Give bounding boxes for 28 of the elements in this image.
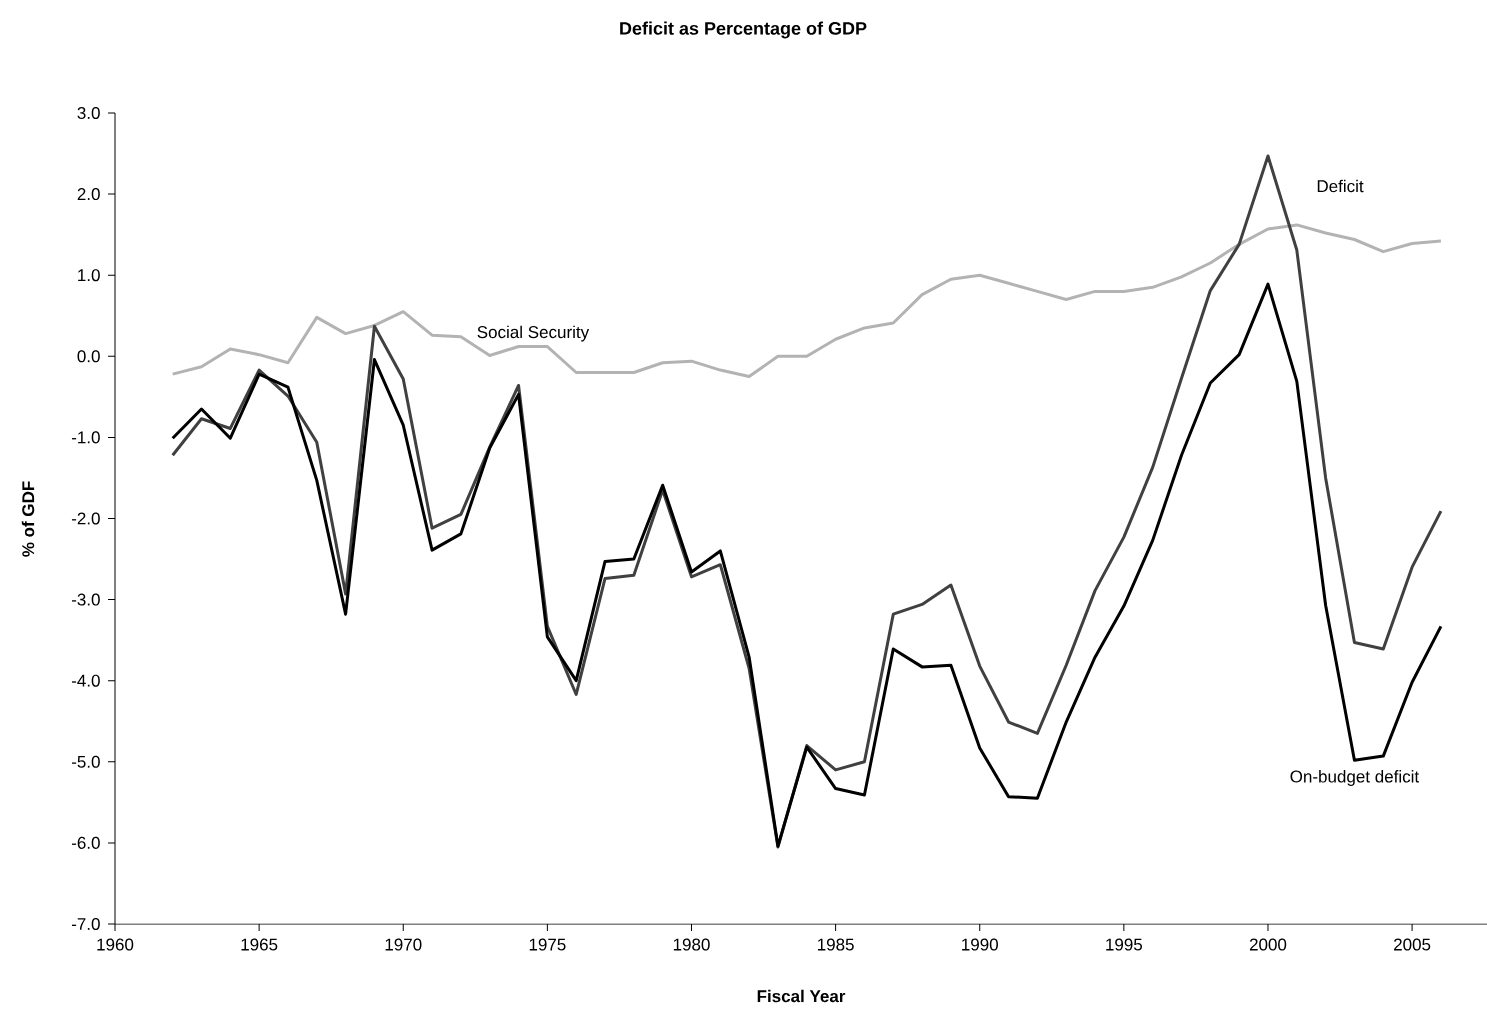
chart-title: Deficit as Percentage of GDP	[620, 21, 867, 39]
y-tick-label: -5.0	[71, 755, 100, 768]
x-axis-title: Fiscal Year	[757, 989, 846, 1003]
x-tick-label: 1980	[673, 938, 710, 951]
x-tick-label: 1960	[97, 938, 134, 951]
series-label: Social Security	[477, 325, 590, 342]
x-tick-label: 2000	[1249, 938, 1287, 951]
x-tick-label: 1965	[241, 938, 278, 951]
x-tick-label: 1985	[818, 938, 854, 951]
y-tick-label: 1.0	[78, 269, 100, 282]
text: Deficit	[1317, 179, 1364, 193]
y-tick-label: -2.0	[71, 512, 100, 525]
y-tick-label: -7.0	[71, 917, 100, 931]
x-tick-label: 1970	[385, 938, 422, 951]
line-series	[171, 282, 1443, 848]
y-tick-label: 2.0	[77, 188, 100, 201]
x-tick-label: 2005	[1394, 938, 1431, 951]
y-tick-label: -1.0	[71, 431, 100, 444]
x-tick-label: 1995	[1106, 938, 1143, 951]
x-tick-label: 1975	[529, 938, 566, 951]
y-axis-title: % of GDF	[21, 481, 35, 557]
y-tick-label: -6.0	[71, 836, 100, 849]
y-tick-label: 3.0	[77, 106, 100, 119]
series-label: On-budget deficit	[1290, 770, 1420, 786]
y-tick-label: 0.0	[77, 350, 100, 363]
x-tick-label: 1990	[962, 938, 998, 951]
y-tick-label: -4.0	[71, 674, 100, 687]
y-tick-label: -3.0	[71, 593, 100, 606]
